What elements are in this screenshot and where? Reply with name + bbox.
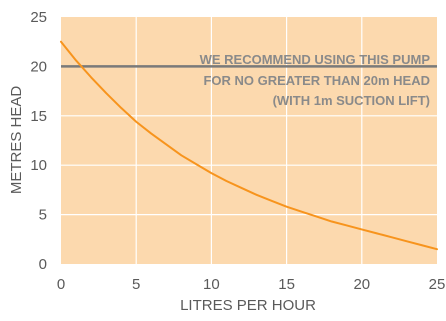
y-tick-label: 10 [30,157,47,174]
plot-background [61,17,437,264]
y-tick-label: 5 [39,207,47,224]
annotation-line-2: FOR NO GREATER THAN 20m HEAD [203,73,430,88]
y-tick-label: 0 [39,256,47,273]
series-line-1 [60,40,438,251]
x-axis-ticks: 0 5 10 15 20 25 [57,276,446,293]
x-tick-label: 25 [429,276,446,293]
series-group [60,40,438,251]
y-tick-label: 20 [30,58,47,75]
annotation-line-1: WE RECOMMEND USING THIS PUMP [200,52,431,67]
y-axis-title: METRES HEAD [8,86,25,195]
annotation-group: WE RECOMMEND USING THIS PUMP FOR NO GREA… [200,52,431,108]
y-tick-label: 25 [30,9,47,26]
x-tick-label: 20 [353,276,370,293]
x-tick-label: 0 [57,276,65,293]
x-tick-label: 5 [132,276,140,293]
y-axis-ticks: 0 5 10 15 20 25 [30,9,47,273]
x-tick-label: 15 [278,276,295,293]
x-axis-title: LITRES PER HOUR [180,297,316,314]
y-tick-label: 15 [30,108,47,125]
x-tick-label: 10 [203,276,220,293]
annotation-line-3: (WITH 1m SUCTION LIFT) [273,93,430,108]
